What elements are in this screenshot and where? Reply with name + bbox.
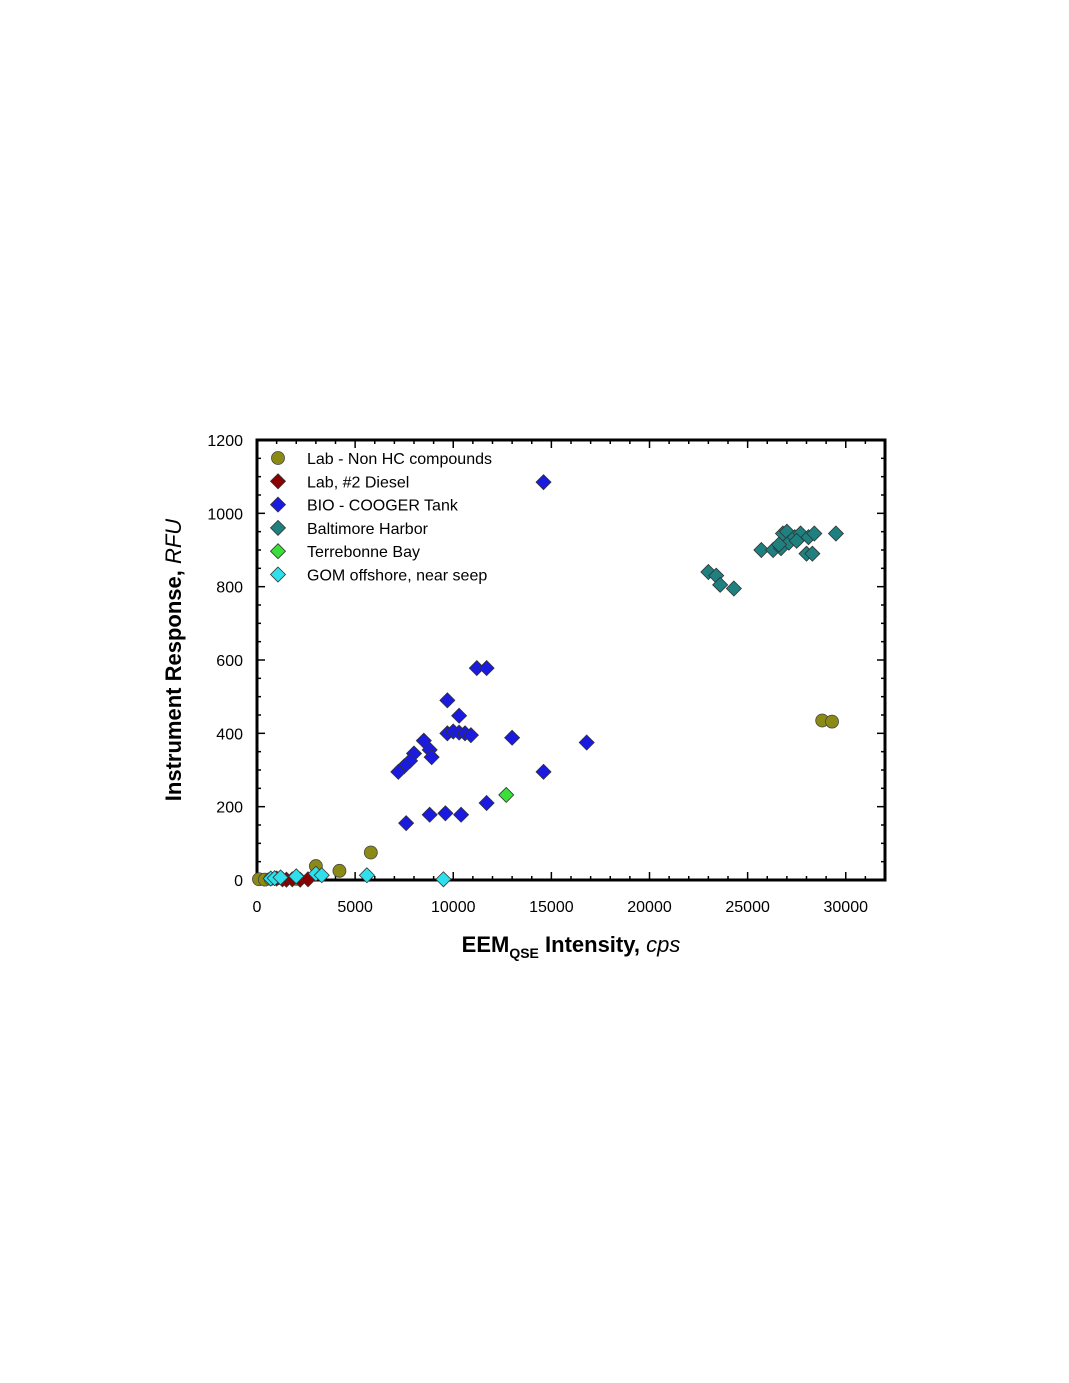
data-point — [535, 763, 552, 780]
data-point — [712, 576, 729, 593]
data-point — [451, 707, 468, 724]
legend-label: BIO - COOGER Tank — [307, 498, 459, 515]
legend-marker — [269, 519, 287, 536]
x-tick-label: 15000 — [529, 899, 574, 916]
y-axis-title: Instrument Response, RFU — [161, 519, 186, 801]
data-point — [535, 474, 552, 491]
x-tick-label: 30000 — [824, 899, 869, 916]
series-4 — [498, 786, 515, 803]
data-point — [827, 525, 845, 542]
data-point — [725, 580, 742, 597]
axis-tick-labels: 0 5000 10000 15000 20000 25000 30000 0 200 400 600… — [207, 433, 868, 916]
legend-marker — [269, 496, 287, 513]
legend-label: Baltimore Harbor — [307, 521, 429, 538]
series-2 — [390, 474, 595, 832]
data-point — [363, 845, 378, 860]
data-point — [435, 871, 452, 888]
y-tick-label: 400 — [216, 726, 243, 743]
data-point — [504, 729, 521, 746]
data-point — [390, 763, 407, 780]
data-points — [252, 474, 845, 888]
data-point — [478, 794, 495, 812]
data-point — [578, 734, 595, 751]
data-point — [806, 525, 823, 542]
legend: Lab - Non HC compounds Lab, #2 Diesel BIO … — [269, 451, 492, 585]
data-point — [272, 869, 289, 886]
data-point — [421, 806, 438, 823]
data-point — [423, 749, 440, 766]
data-point — [332, 863, 347, 878]
data-point — [478, 660, 495, 677]
data-point — [453, 806, 470, 823]
data-point — [804, 545, 821, 562]
y-tick-label: 1000 — [207, 506, 243, 523]
series-0 — [252, 713, 839, 887]
y-tick-label: 200 — [216, 800, 243, 817]
y-tick-label: 0 — [234, 873, 243, 890]
data-point — [770, 536, 788, 553]
data-point — [288, 868, 305, 885]
x-tick-label: 20000 — [627, 899, 672, 916]
data-point — [437, 805, 454, 822]
series-5 — [262, 865, 452, 888]
legend-marker — [269, 543, 287, 560]
legend-label: GOM offshore, near seep — [307, 568, 487, 585]
x-axis-title: EEMQSE Intensity, cps — [462, 932, 681, 961]
x-tick-label: 25000 — [725, 899, 770, 916]
data-point — [753, 541, 770, 559]
y-tick-label: 600 — [216, 653, 243, 670]
x-tick-label: 5000 — [337, 899, 373, 916]
data-point — [825, 714, 839, 729]
series-3 — [700, 523, 845, 597]
legend-marker — [269, 473, 287, 490]
y-tick-label: 1200 — [207, 433, 243, 450]
legend-label: Lab, #2 Diesel — [307, 474, 409, 491]
data-point — [439, 692, 456, 709]
data-point — [358, 867, 375, 884]
data-point — [398, 815, 415, 832]
x-tick-label: 0 — [253, 899, 262, 916]
legend-marker — [271, 451, 285, 465]
legend-label: Terrebonne Bay — [307, 544, 420, 561]
y-tick-label: 800 — [216, 580, 243, 597]
data-point — [462, 727, 479, 744]
legend-label: Lab - Non HC compounds — [307, 451, 492, 468]
data-point — [788, 532, 805, 549]
data-point — [498, 786, 515, 803]
axis-ticks — [256, 439, 886, 881]
x-tick-label: 10000 — [431, 899, 476, 916]
legend-marker — [269, 566, 287, 583]
data-point — [313, 867, 330, 884]
